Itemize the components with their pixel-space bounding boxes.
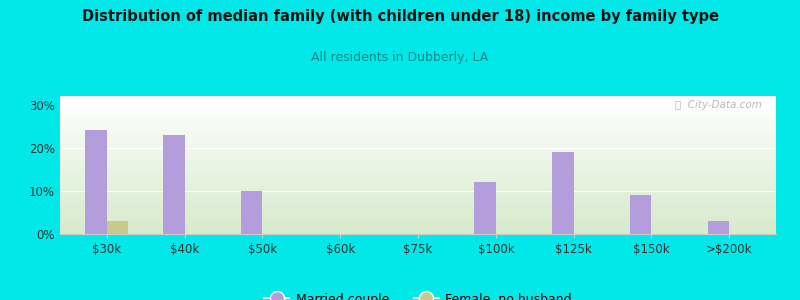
Text: ⓘ  City-Data.com: ⓘ City-Data.com bbox=[675, 100, 762, 110]
Bar bbox=[106, 221, 129, 234]
Bar bbox=[241, 191, 262, 234]
Bar bbox=[474, 182, 496, 234]
Text: All residents in Dubberly, LA: All residents in Dubberly, LA bbox=[311, 51, 489, 64]
Bar bbox=[162, 135, 185, 234]
Bar bbox=[85, 130, 106, 234]
Bar bbox=[630, 195, 651, 234]
Bar bbox=[552, 152, 574, 234]
Bar bbox=[707, 221, 730, 234]
Text: Distribution of median family (with children under 18) income by family type: Distribution of median family (with chil… bbox=[82, 9, 718, 24]
Legend: Married couple, Female, no husband: Married couple, Female, no husband bbox=[259, 288, 577, 300]
